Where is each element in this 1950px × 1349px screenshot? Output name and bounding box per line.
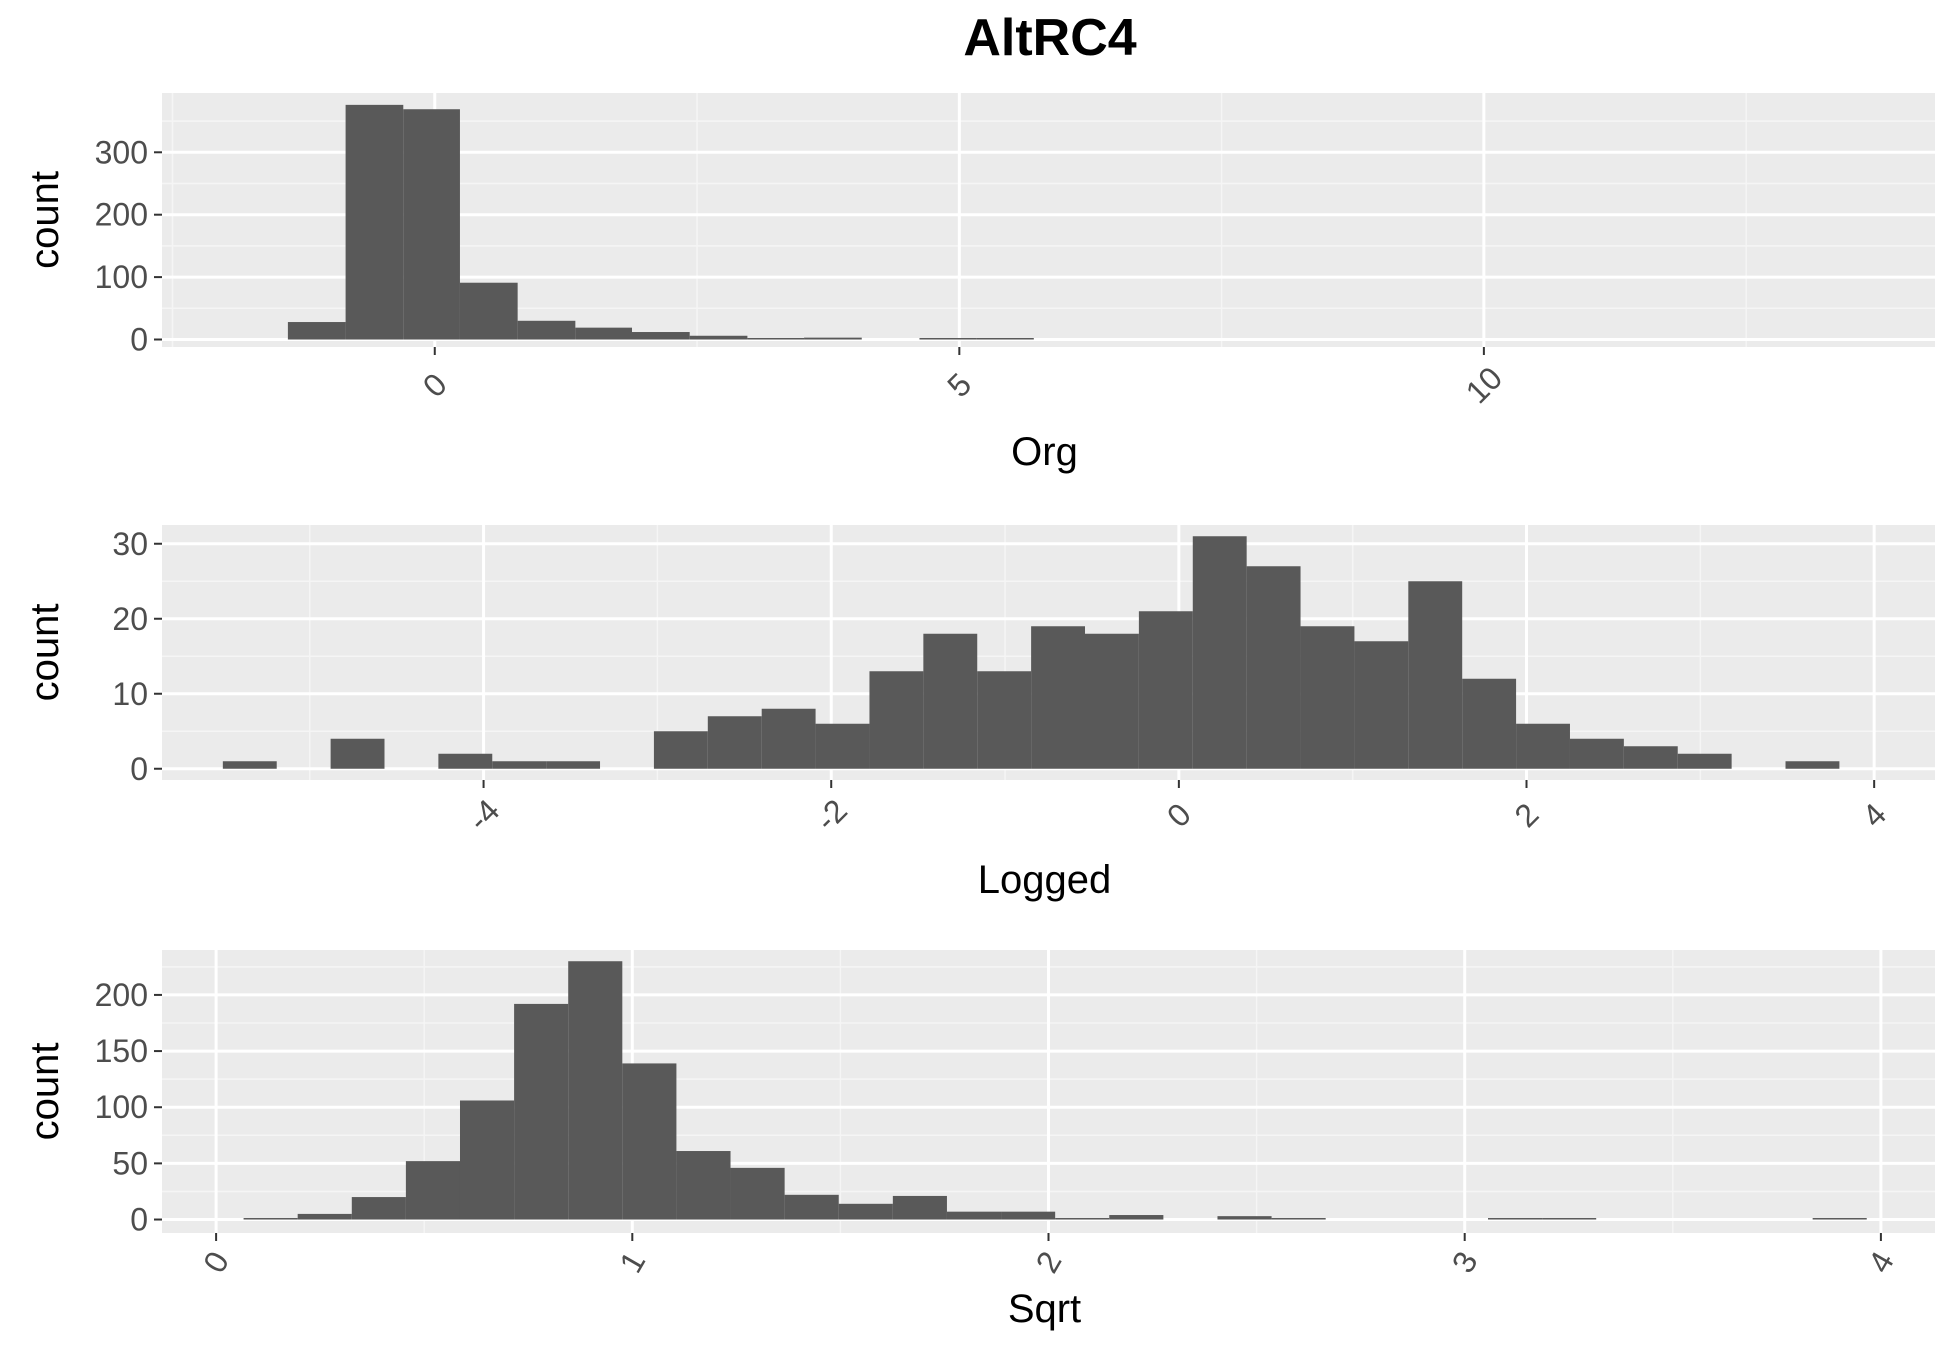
histogram-bar <box>345 104 404 340</box>
histogram-bar <box>403 109 460 340</box>
histogram-panel-2: 0 10 20 30 -4 -2 0 2 4 Logged count <box>23 525 1935 902</box>
x-tick-label: 0 <box>196 1245 236 1278</box>
x-tick-label: 3 <box>1445 1245 1485 1278</box>
y-axis-title: count <box>23 604 67 702</box>
histogram-panel-3: 0 50 100 150 200 0 1 2 3 4 Sqrt count <box>23 950 1935 1331</box>
histogram-bar <box>815 723 870 769</box>
histogram-bar <box>689 335 748 340</box>
histogram-bar <box>243 1218 298 1220</box>
histogram-bar <box>1488 1218 1543 1220</box>
y-tick-label: 100 <box>95 259 148 295</box>
x-tick-label: 0 <box>416 366 454 404</box>
histogram-bar <box>976 338 1034 340</box>
histogram-bar <box>1031 626 1086 769</box>
histogram-bar <box>1246 566 1301 769</box>
histogram-bar <box>1408 581 1463 769</box>
x-tick-label: 4 <box>1861 1245 1901 1278</box>
histogram-bar <box>804 337 862 340</box>
histogram-bar <box>546 761 601 769</box>
y-tick-label: 200 <box>95 977 148 1013</box>
histogram-bar <box>1001 1211 1056 1220</box>
histogram-bar <box>977 671 1032 769</box>
x-tick-label: 2 <box>1507 796 1545 834</box>
x-tick-label: 5 <box>940 366 978 404</box>
histogram-bar <box>438 753 493 769</box>
histogram-bar <box>946 1211 1002 1220</box>
histogram-bar <box>747 338 805 340</box>
histogram-bar <box>1192 536 1247 769</box>
histogram-bar <box>1354 641 1409 769</box>
histogram-bar <box>1542 1218 1597 1220</box>
y-tick-label: 10 <box>112 676 148 712</box>
histogram-bar <box>923 633 978 769</box>
histogram-bar <box>653 731 708 769</box>
histogram-bar <box>1217 1216 1272 1220</box>
x-tick-label: -4 <box>461 792 507 838</box>
histogram-bar <box>459 282 518 340</box>
histogram-bar <box>514 1003 569 1220</box>
x-tick-label: 2 <box>1028 1245 1068 1278</box>
x-tick-label: 10 <box>1459 360 1510 411</box>
histogram-bar <box>869 671 924 769</box>
y-tick-label: 0 <box>130 1202 148 1238</box>
y-tick-label: 0 <box>130 751 148 787</box>
x-axis-title: Sqrt <box>1008 1287 1081 1331</box>
histogram-bar <box>297 1213 352 1220</box>
y-tick-label: 0 <box>130 322 148 358</box>
histogram-bar <box>1785 761 1840 769</box>
histogram-panel-1: 0 100 200 300 0 5 10 Org count <box>23 93 1935 474</box>
histogram-bar <box>575 327 633 340</box>
histogram-bar <box>459 1100 515 1220</box>
histogram-bar <box>492 761 547 769</box>
histogram-bar <box>405 1161 460 1220</box>
y-tick-label: 150 <box>95 1033 148 1069</box>
y-tick-label: 100 <box>95 1089 148 1125</box>
histogram-bar <box>761 708 816 769</box>
y-tick-label: 30 <box>112 526 148 562</box>
histogram-bar <box>1109 1215 1164 1220</box>
histogram-bar <box>351 1197 406 1220</box>
y-tick-label: 300 <box>95 134 148 170</box>
histogram-bar <box>676 1151 731 1220</box>
x-tick-label: 0 <box>1160 796 1198 834</box>
histogram-bar <box>1812 1218 1867 1220</box>
histogram-bar <box>1138 611 1193 769</box>
histogram-bar <box>330 738 385 769</box>
y-axis-title: count <box>23 1043 67 1141</box>
histogram-bar <box>892 1195 947 1220</box>
histogram-bar <box>1677 753 1732 769</box>
x-axis-title: Logged <box>978 858 1111 902</box>
histogram-bar <box>730 1167 785 1220</box>
y-tick-label: 50 <box>112 1145 148 1181</box>
chart-title: AltRC4 <box>963 9 1137 67</box>
y-tick-label: 200 <box>95 197 148 233</box>
histogram-bar <box>707 716 762 769</box>
histogram-bar <box>919 338 977 340</box>
histogram-bar <box>1516 723 1570 769</box>
histogram-bar <box>622 1063 677 1220</box>
y-axis-title: count <box>23 171 67 269</box>
histogram-bar <box>1462 678 1517 769</box>
histogram-bar <box>1085 633 1139 769</box>
histogram-bar <box>784 1194 839 1220</box>
histogram-bar <box>838 1203 893 1220</box>
x-tick-label: 4 <box>1855 796 1893 834</box>
histogram-bar <box>1569 738 1624 769</box>
y-tick-label: 20 <box>112 601 148 637</box>
histogram-bar <box>1300 626 1355 769</box>
histogram-bar <box>632 332 690 340</box>
histogram-bar <box>1623 746 1678 769</box>
histogram-bar <box>1271 1218 1326 1220</box>
x-axis-title: Org <box>1011 430 1078 474</box>
x-tick-label: -2 <box>808 792 854 838</box>
histogram-bar <box>568 961 623 1220</box>
histogram-bar <box>517 320 576 340</box>
histogram-bar <box>1055 1218 1110 1220</box>
histogram-bar <box>222 761 277 769</box>
histogram-bar <box>287 322 346 340</box>
x-tick-label: 1 <box>612 1245 652 1278</box>
